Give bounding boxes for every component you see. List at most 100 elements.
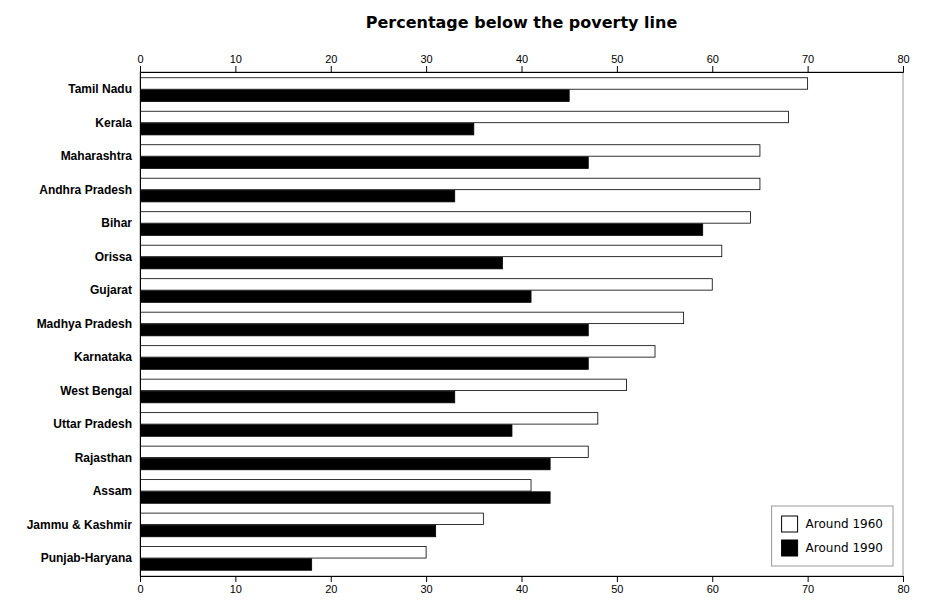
bar [140, 157, 588, 168]
tick: 60 [707, 576, 719, 595]
tick-label: Rajasthan [75, 451, 132, 465]
tick-label: 40 [516, 583, 528, 595]
tick-mark [617, 66, 618, 72]
bar [140, 78, 808, 89]
bar [140, 559, 312, 570]
legend-label: Around 1960 [806, 517, 883, 531]
tick-label: Bihar [101, 216, 132, 230]
bar [140, 525, 436, 536]
tick-label: 60 [707, 53, 719, 65]
tick-label: 70 [802, 53, 814, 65]
bar [140, 178, 760, 189]
tick: 0 [137, 53, 143, 72]
tick: Maharashtra [61, 149, 133, 163]
legend-item: Around 1990 [782, 540, 883, 556]
tick-label: Uttar Pradesh [53, 417, 132, 431]
tick: 70 [802, 576, 814, 595]
tick-mark [808, 576, 809, 582]
legend-frame [772, 506, 893, 566]
bar [140, 245, 722, 256]
title: Percentage below the poverty line [366, 13, 678, 32]
tick-label: 40 [516, 53, 528, 65]
tick: Jammu & Kashmir [27, 518, 133, 532]
bars [140, 78, 808, 570]
tick-label: 20 [325, 583, 337, 595]
tick: Kerala [95, 116, 132, 130]
tick-mark [426, 66, 427, 72]
legend: Around 1960 Around 1990 [772, 506, 893, 566]
bar [140, 257, 502, 268]
tick-label: 80 [897, 53, 909, 65]
tick-mark [522, 576, 523, 582]
bar [140, 291, 531, 302]
bar [140, 346, 655, 357]
tick-mark [235, 66, 236, 72]
tick-label: 80 [897, 583, 909, 595]
bar [140, 492, 550, 503]
bar [140, 513, 483, 524]
tick-mark [331, 66, 332, 72]
tick-label: Maharashtra [61, 149, 133, 163]
bar [140, 312, 684, 323]
tick-mark [617, 576, 618, 582]
bar [140, 279, 712, 290]
tick: 10 [230, 53, 242, 72]
tick: Tamil Nadu [68, 82, 132, 96]
tick: Rajasthan [75, 451, 132, 465]
tick: 10 [230, 576, 242, 595]
tick-mark [140, 576, 141, 582]
x-axis-top: 01020304050607080 [137, 53, 909, 73]
bar [140, 425, 512, 436]
tick: Gujarat [90, 283, 132, 297]
tick-label: 0 [137, 53, 143, 65]
tick-mark [903, 576, 904, 582]
legend-swatch [782, 540, 798, 556]
tick-label: 60 [707, 583, 719, 595]
tick: 20 [325, 53, 337, 72]
y-axis: Tamil Nadu Kerala Maharashtra Andhra Prades… [27, 73, 141, 577]
bar [140, 123, 474, 134]
tick-label: 20 [325, 53, 337, 65]
bar [140, 379, 626, 390]
tick-label: West Bengal [60, 384, 132, 398]
tick-label: 50 [611, 583, 623, 595]
bar [140, 480, 531, 491]
tick-mark [426, 576, 427, 582]
bar [140, 413, 598, 424]
tick-label: Karnataka [74, 350, 132, 364]
legend-label: Around 1990 [806, 541, 883, 555]
tick-mark [140, 66, 141, 72]
tick-label: Tamil Nadu [68, 82, 132, 96]
tick-label: Orissa [95, 250, 133, 264]
legend-swatch [782, 516, 798, 532]
tick: West Bengal [60, 384, 132, 398]
tick-label: Kerala [95, 116, 132, 130]
tick: Orissa [95, 250, 133, 264]
tick: 30 [421, 576, 433, 595]
tick: 40 [516, 53, 528, 72]
bar [140, 111, 789, 122]
tick: 70 [802, 53, 814, 72]
tick: 0 [137, 576, 143, 595]
bar [140, 458, 550, 469]
tick: Uttar Pradesh [53, 417, 132, 431]
tick: 50 [611, 576, 623, 595]
tick: Andhra Pradesh [39, 183, 132, 197]
tick-label: Madhya Pradesh [37, 317, 132, 331]
tick: Bihar [101, 216, 132, 230]
tick-mark [712, 576, 713, 582]
tick-mark [903, 66, 904, 72]
tick: 30 [421, 53, 433, 72]
tick-label: Assam [93, 484, 132, 498]
tick: 80 [897, 53, 909, 72]
bar [140, 90, 569, 101]
tick: Assam [93, 484, 132, 498]
axis-line [140, 73, 141, 577]
bar [140, 391, 455, 402]
plot: 0102030405060708001020304050607080Tamil … [27, 53, 910, 595]
tick-mark [712, 66, 713, 72]
tick-mark [235, 576, 236, 582]
axis-line [141, 66, 904, 73]
tick: 20 [325, 576, 337, 595]
bar [140, 224, 703, 235]
